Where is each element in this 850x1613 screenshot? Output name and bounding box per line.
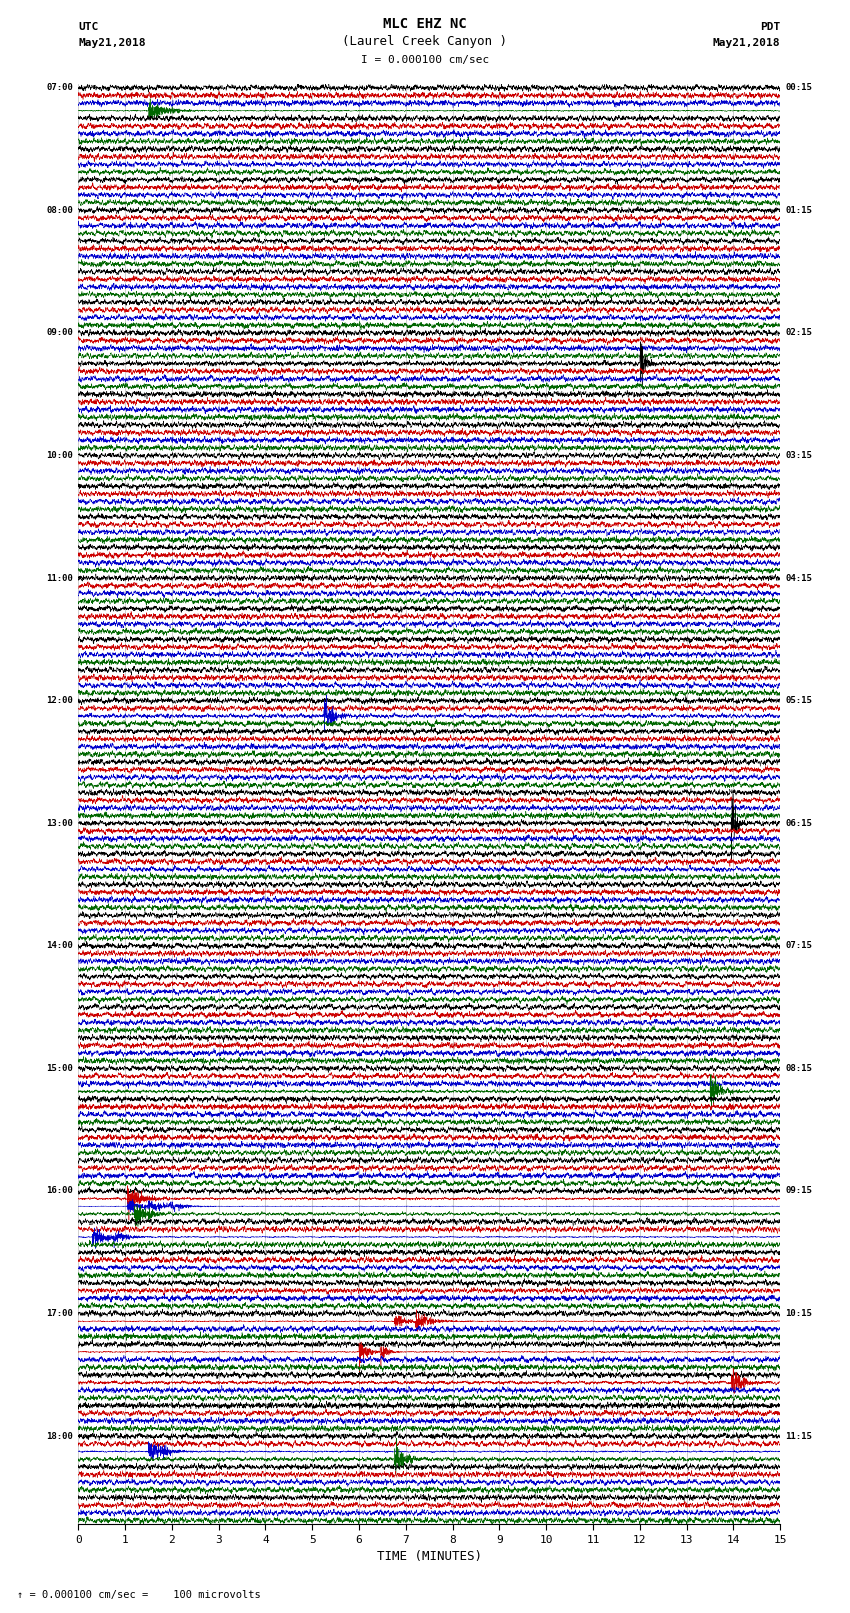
Text: MLC EHZ NC: MLC EHZ NC — [383, 18, 467, 31]
Text: 10:15: 10:15 — [785, 1310, 813, 1318]
Text: (Laurel Creek Canyon ): (Laurel Creek Canyon ) — [343, 35, 507, 48]
X-axis label: TIME (MINUTES): TIME (MINUTES) — [377, 1550, 482, 1563]
Text: 17:00: 17:00 — [46, 1310, 73, 1318]
Text: 15:00: 15:00 — [46, 1065, 73, 1073]
Text: I = 0.000100 cm/sec: I = 0.000100 cm/sec — [361, 55, 489, 65]
Text: 07:00: 07:00 — [46, 84, 73, 92]
Text: 13:00: 13:00 — [46, 819, 73, 827]
Text: 04:15: 04:15 — [785, 574, 813, 582]
Text: 18:00: 18:00 — [46, 1432, 73, 1440]
Text: ↑ = 0.000100 cm/sec =    100 microvolts: ↑ = 0.000100 cm/sec = 100 microvolts — [17, 1590, 261, 1600]
Text: 11:15: 11:15 — [785, 1432, 813, 1440]
Text: 09:00: 09:00 — [46, 329, 73, 337]
Text: 07:15: 07:15 — [785, 942, 813, 950]
Text: 01:15: 01:15 — [785, 206, 813, 215]
Text: PDT: PDT — [760, 23, 780, 32]
Text: May21,2018: May21,2018 — [78, 39, 145, 48]
Text: 08:00: 08:00 — [46, 206, 73, 215]
Text: 10:00: 10:00 — [46, 452, 73, 460]
Text: May21,2018: May21,2018 — [713, 39, 780, 48]
Text: 05:15: 05:15 — [785, 697, 813, 705]
Text: 03:15: 03:15 — [785, 452, 813, 460]
Text: 08:15: 08:15 — [785, 1065, 813, 1073]
Text: 12:00: 12:00 — [46, 697, 73, 705]
Text: 09:15: 09:15 — [785, 1187, 813, 1195]
Text: 02:15: 02:15 — [785, 329, 813, 337]
Text: 00:15: 00:15 — [785, 84, 813, 92]
Text: 06:15: 06:15 — [785, 819, 813, 827]
Text: 16:00: 16:00 — [46, 1187, 73, 1195]
Text: UTC: UTC — [78, 23, 99, 32]
Text: 14:00: 14:00 — [46, 942, 73, 950]
Text: 11:00: 11:00 — [46, 574, 73, 582]
